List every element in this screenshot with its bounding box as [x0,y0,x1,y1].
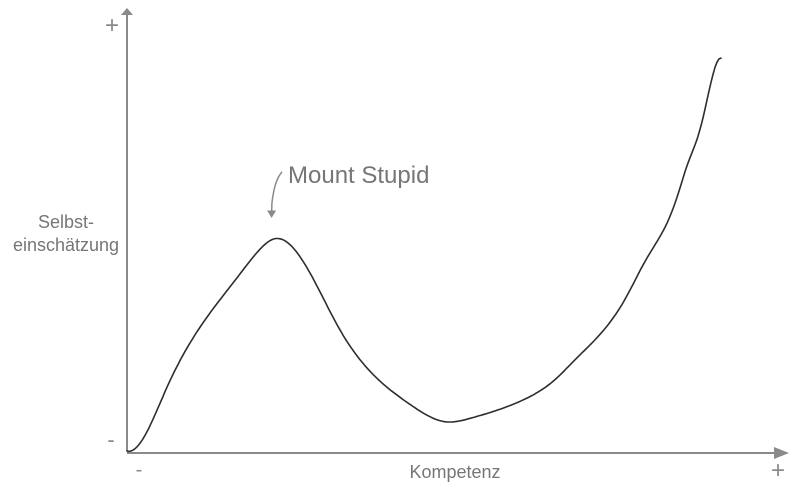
svg-text:+: + [105,12,119,39]
svg-text:-: - [136,459,143,481]
svg-text:+: + [771,457,785,484]
svg-text:-: - [107,427,114,452]
